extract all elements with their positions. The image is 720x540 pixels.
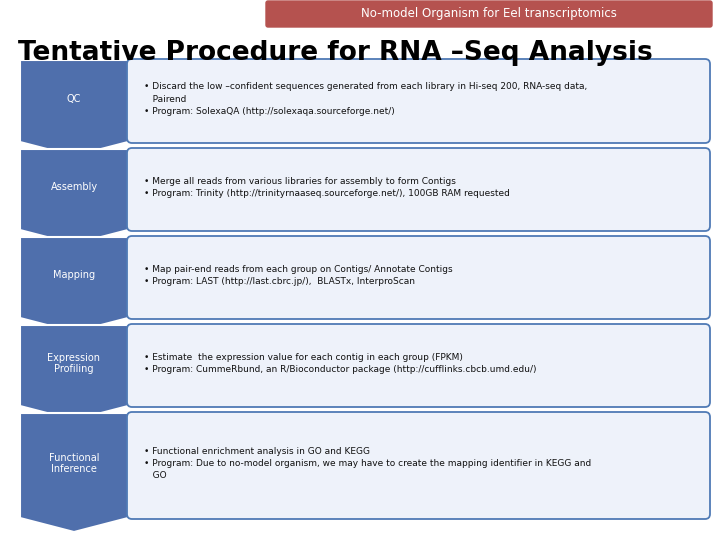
FancyBboxPatch shape xyxy=(266,1,712,27)
Text: Functional
Inference: Functional Inference xyxy=(49,453,99,474)
Text: Assembly: Assembly xyxy=(50,183,98,192)
FancyBboxPatch shape xyxy=(127,148,710,231)
Text: Tentative Procedure for RNA –Seq Analysis: Tentative Procedure for RNA –Seq Analysi… xyxy=(18,40,653,66)
Polygon shape xyxy=(20,149,128,244)
FancyBboxPatch shape xyxy=(127,412,710,519)
Text: QC: QC xyxy=(67,94,81,104)
Polygon shape xyxy=(20,413,128,532)
Text: • Map pair-end reads from each group on Contigs/ Annotate Contigs
• Program: LAS: • Map pair-end reads from each group on … xyxy=(144,265,453,286)
Text: No-model Organism for Eel transcriptomics: No-model Organism for Eel transcriptomic… xyxy=(361,8,617,21)
Text: Mapping: Mapping xyxy=(53,271,95,280)
Polygon shape xyxy=(20,60,128,156)
FancyBboxPatch shape xyxy=(127,236,710,319)
Polygon shape xyxy=(20,237,128,332)
Text: • Functional enrichment analysis in GO and KEGG
• Program: Due to no-model organ: • Functional enrichment analysis in GO a… xyxy=(144,447,591,481)
Text: Expression
Profiling: Expression Profiling xyxy=(48,353,101,374)
Polygon shape xyxy=(20,325,128,420)
Text: • Discard the low –confident sequences generated from each library in Hi-seq 200: • Discard the low –confident sequences g… xyxy=(144,82,588,116)
Text: • Merge all reads from various libraries for assembly to form Contigs
• Program:: • Merge all reads from various libraries… xyxy=(144,177,510,198)
FancyBboxPatch shape xyxy=(127,324,710,407)
FancyBboxPatch shape xyxy=(127,59,710,143)
Text: • Estimate  the expression value for each contig in each group (FPKM)
• Program:: • Estimate the expression value for each… xyxy=(144,353,536,374)
